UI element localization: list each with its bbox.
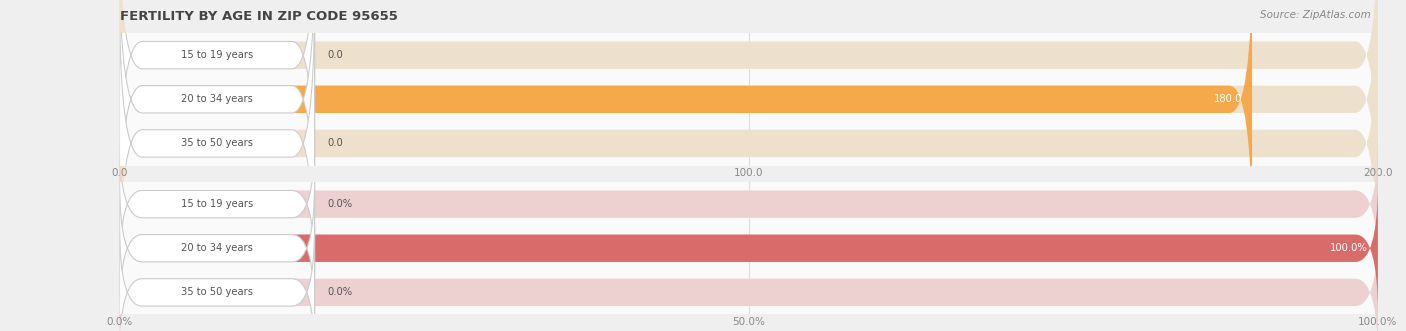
- FancyBboxPatch shape: [120, 138, 315, 270]
- Text: Source: ZipAtlas.com: Source: ZipAtlas.com: [1260, 10, 1371, 20]
- Text: 15 to 19 years: 15 to 19 years: [181, 199, 253, 209]
- FancyBboxPatch shape: [120, 182, 1378, 314]
- FancyBboxPatch shape: [120, 0, 1251, 245]
- FancyBboxPatch shape: [120, 227, 315, 331]
- Text: 20 to 34 years: 20 to 34 years: [181, 94, 253, 104]
- FancyBboxPatch shape: [120, 0, 315, 245]
- FancyBboxPatch shape: [120, 182, 315, 314]
- FancyBboxPatch shape: [120, 0, 1378, 200]
- FancyBboxPatch shape: [120, 227, 1378, 331]
- Text: 180.0: 180.0: [1213, 94, 1241, 104]
- FancyBboxPatch shape: [120, 0, 315, 289]
- FancyBboxPatch shape: [120, 0, 1378, 245]
- Text: 0.0: 0.0: [328, 138, 343, 148]
- Text: 15 to 19 years: 15 to 19 years: [181, 50, 253, 60]
- Text: 35 to 50 years: 35 to 50 years: [181, 138, 253, 148]
- Text: 100.0%: 100.0%: [1330, 243, 1368, 253]
- Text: FERTILITY BY AGE IN ZIP CODE 95655: FERTILITY BY AGE IN ZIP CODE 95655: [120, 10, 398, 23]
- Text: 0.0%: 0.0%: [328, 287, 353, 297]
- FancyBboxPatch shape: [120, 138, 1378, 270]
- Text: 0.0: 0.0: [328, 50, 343, 60]
- FancyBboxPatch shape: [120, 0, 1378, 289]
- Text: 0.0%: 0.0%: [328, 199, 353, 209]
- FancyBboxPatch shape: [120, 0, 315, 200]
- FancyBboxPatch shape: [120, 182, 1378, 314]
- Text: 20 to 34 years: 20 to 34 years: [181, 243, 253, 253]
- Text: 35 to 50 years: 35 to 50 years: [181, 287, 253, 297]
